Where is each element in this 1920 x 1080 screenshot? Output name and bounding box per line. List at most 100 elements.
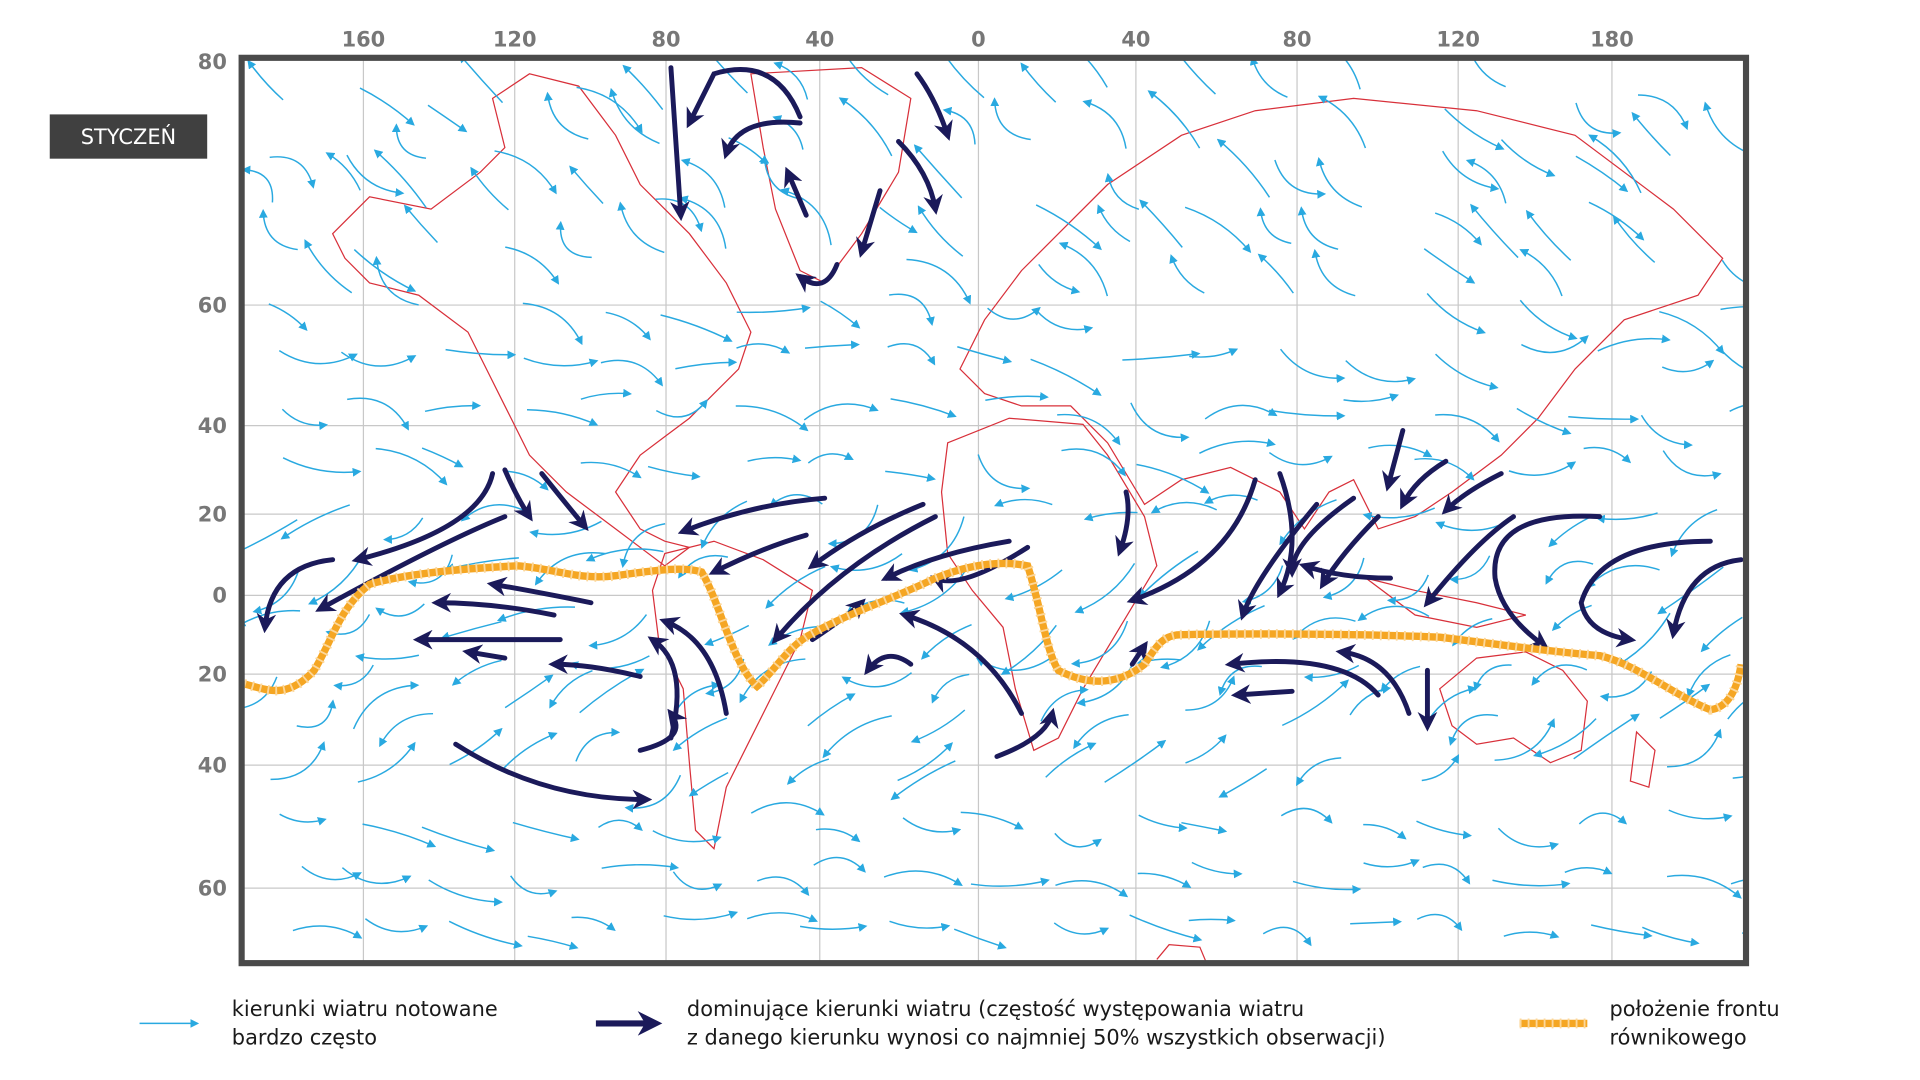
wind-arrow xyxy=(555,220,592,259)
wind-arrow xyxy=(672,681,721,717)
wind-arrow xyxy=(598,819,643,831)
wind-arrow xyxy=(1640,414,1693,450)
wind-arrow xyxy=(1667,728,1722,768)
wind-arrow xyxy=(522,302,583,346)
dominant-arrow xyxy=(930,544,1031,594)
wind-arrow xyxy=(451,659,502,686)
eurasia xyxy=(959,97,1724,531)
wind-arrow xyxy=(379,712,434,748)
wind-arrow xyxy=(1669,509,1718,558)
wind-arrow xyxy=(883,870,963,886)
wind-arrow xyxy=(887,343,936,366)
dominant-arrow xyxy=(1115,489,1134,557)
wind-arrow xyxy=(458,57,504,104)
wind-arrow xyxy=(1473,664,1512,692)
wind-arrow xyxy=(1503,930,1560,939)
wind-arrow xyxy=(678,554,729,579)
wind-arrow xyxy=(889,293,935,326)
wind-arrow xyxy=(241,676,278,709)
wind-arrow xyxy=(1280,807,1333,824)
dominant-arrow xyxy=(899,609,1024,716)
wind-arrow xyxy=(1055,880,1129,898)
wind-arrow xyxy=(838,97,893,157)
wind-arrow xyxy=(1718,346,1747,371)
wind-arrow xyxy=(624,774,682,813)
wind-arrow xyxy=(1279,348,1346,383)
wind-arrow xyxy=(921,623,972,660)
wind-arrow xyxy=(672,871,723,892)
wind-arrow xyxy=(1521,335,1589,354)
wind-arrow xyxy=(660,314,733,342)
wind-arrow xyxy=(1274,159,1327,199)
wind-arrow xyxy=(902,817,962,836)
wind-arrow xyxy=(304,239,353,294)
wind-arrow xyxy=(1575,102,1622,138)
wind-arrow xyxy=(282,457,362,477)
wind-arrow xyxy=(1659,310,1725,355)
wind-arrow xyxy=(1083,511,1138,522)
wind-arrow xyxy=(296,699,337,728)
indonesia xyxy=(1365,577,1526,628)
wind-arrow xyxy=(1662,450,1722,480)
wind-arrow xyxy=(647,465,701,481)
wind-arrow xyxy=(739,658,806,704)
dominant-arrow xyxy=(1276,471,1295,599)
dominant-arrow xyxy=(771,514,938,645)
wind-arrow xyxy=(1343,393,1399,403)
wind-arrow xyxy=(247,59,284,101)
wind-arrow xyxy=(1668,809,1733,822)
wind-arrow xyxy=(1129,914,1203,943)
dominant-arrow xyxy=(880,538,1012,581)
wind-arrow xyxy=(470,166,509,211)
wind-arrow xyxy=(1573,713,1640,760)
wind-arrow xyxy=(1588,134,1642,194)
wind-arrow xyxy=(1590,924,1653,940)
dominant-arrow xyxy=(795,262,840,293)
wind-arrow xyxy=(1551,604,1592,631)
dominant-arrow xyxy=(668,65,690,222)
wind-arrow xyxy=(428,879,503,907)
wind-arrow xyxy=(815,828,861,843)
wind-arrow xyxy=(372,255,419,306)
title-box xyxy=(49,114,208,159)
wind-arrow xyxy=(1203,494,1258,504)
wind-arrow xyxy=(1427,685,1478,721)
dominant-arrow xyxy=(1224,652,1381,698)
front-line xyxy=(243,559,1745,714)
wind-arrow xyxy=(1492,879,1571,889)
wind-arrow xyxy=(1070,620,1129,668)
dominant-arrow xyxy=(896,138,943,215)
title: STYCZEŃ xyxy=(81,124,176,149)
wind-arrow xyxy=(373,149,427,209)
wind-arrow xyxy=(252,570,300,615)
wind-arrow xyxy=(847,57,889,96)
dominant-arrow xyxy=(1230,684,1295,704)
lat-label: 60 xyxy=(198,876,227,900)
wind-arrow xyxy=(1104,739,1167,783)
dominant-arrow xyxy=(431,592,557,618)
wind-arrow xyxy=(1281,679,1349,727)
wind-arrow xyxy=(1035,204,1102,251)
wind-arrow xyxy=(1363,823,1407,840)
wind-arrow xyxy=(424,401,482,413)
lat-label: 40 xyxy=(198,753,227,777)
wind-arrow xyxy=(1642,926,1700,947)
wind-arrow xyxy=(908,516,965,573)
wind-arrow xyxy=(1057,413,1121,446)
wind-arrow xyxy=(736,343,791,354)
wind-arrow xyxy=(672,717,728,752)
wind-arrow xyxy=(449,727,503,766)
wind-arrow xyxy=(403,204,439,243)
lon-label: 40 xyxy=(1121,28,1150,52)
lat-label: 20 xyxy=(198,662,227,686)
wind-arrow xyxy=(977,454,1031,494)
dominant-arrow xyxy=(1400,458,1449,510)
wind-arrow xyxy=(270,741,326,781)
wind-arrow xyxy=(1449,555,1491,585)
dominant-arrow xyxy=(1298,560,1393,581)
lon-label: 160 xyxy=(342,28,386,52)
wind-arrow xyxy=(1729,404,1747,412)
legend-text: z danego kierunku wynosi co najmniej 50%… xyxy=(687,1025,1386,1049)
australia xyxy=(1439,651,1588,764)
